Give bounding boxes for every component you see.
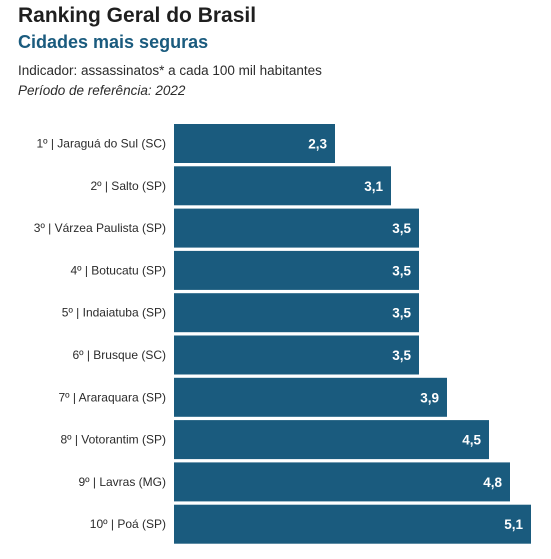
bar — [174, 124, 335, 163]
value-label: 3,5 — [392, 221, 411, 236]
bar — [174, 420, 489, 460]
value-label: 3,1 — [364, 179, 383, 194]
chart-subtitle: Cidades mais seguras — [18, 32, 209, 52]
chart-header: Ranking Geral do Brasil Cidades mais seg… — [18, 0, 538, 100]
bar — [174, 335, 419, 375]
bar — [174, 462, 510, 502]
bar — [174, 250, 419, 290]
category-label: 1º | Jaraguá do Sul (SC) — [36, 137, 166, 151]
category-label: 5º | Indaiatuba (SP) — [62, 306, 166, 320]
bar — [174, 166, 391, 206]
value-label: 3,5 — [392, 306, 411, 321]
category-label: 7º | Araraquara (SP) — [58, 390, 166, 404]
category-label: 3º | Várzea Paulista (SP) — [34, 221, 166, 235]
bar — [174, 377, 447, 417]
bar — [174, 293, 419, 333]
value-label: 3,9 — [420, 390, 439, 405]
category-label: 9º | Lavras (MG) — [78, 475, 166, 489]
category-label: 2º | Salto (SP) — [90, 179, 166, 193]
value-label: 5,1 — [504, 517, 523, 532]
bar — [174, 208, 419, 248]
chart-title: Ranking Geral do Brasil — [18, 4, 257, 27]
category-label: 4º | Botucatu (SP) — [70, 263, 166, 277]
value-label: 3,5 — [392, 348, 411, 363]
bar — [174, 504, 531, 544]
category-label: 8º | Votorantim (SP) — [60, 433, 166, 447]
reference-period: Período de referência: 2022 — [18, 83, 186, 98]
value-label: 3,5 — [392, 263, 411, 278]
value-label: 2,3 — [308, 137, 327, 152]
value-label: 4,8 — [483, 475, 502, 490]
category-label: 6º | Brusque (SC) — [72, 348, 166, 362]
value-label: 4,5 — [462, 433, 481, 448]
category-label: 10º | Poá (SP) — [90, 517, 166, 531]
indicator-note: Indicador: assassinatos* a cada 100 mil … — [18, 63, 322, 78]
